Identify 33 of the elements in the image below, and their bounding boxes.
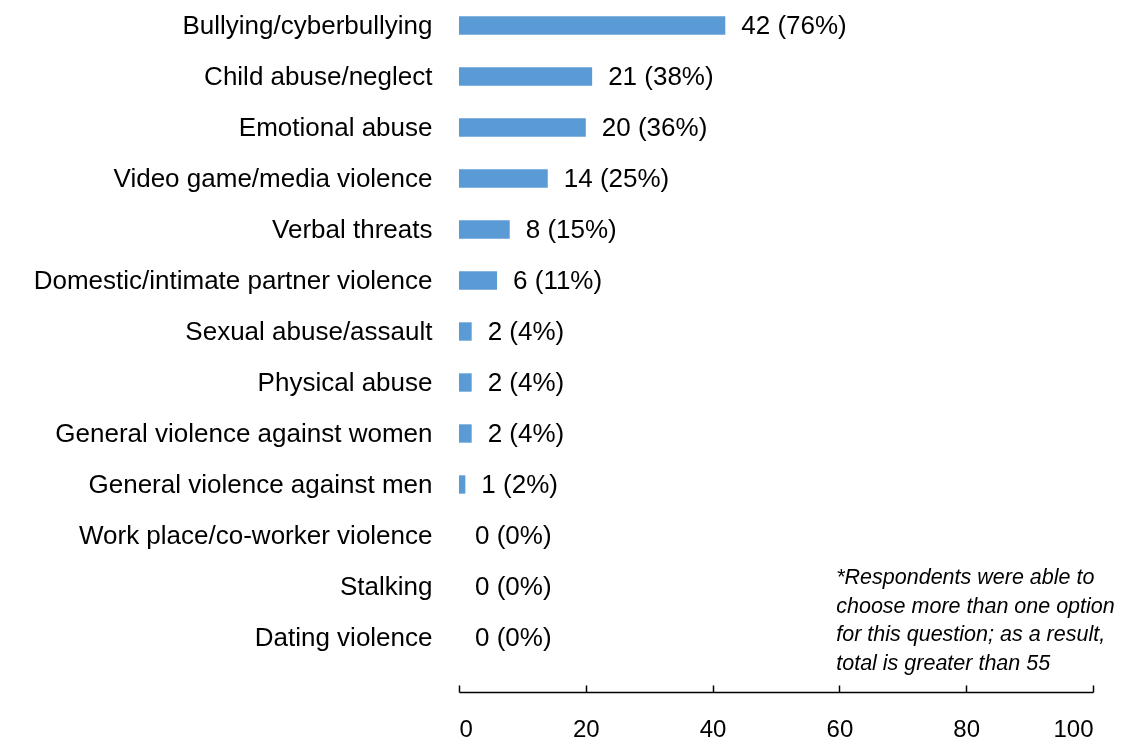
annotation: *Respondents were able to choose more than one option for this question; as a result, total is greater than 55 — [836, 565, 1115, 675]
data-label: 0 (0%) — [475, 570, 552, 601]
y-tick-label: Sexual abuse/assault — [185, 315, 434, 346]
data-label: 14 (25%) — [563, 162, 670, 193]
x-tick-label: 60 — [826, 714, 854, 741]
y-tick-label: Verbal threats — [272, 213, 433, 244]
y-tick-label: Emotional abuse — [238, 111, 433, 142]
data-label: 42 (76%) — [741, 9, 847, 40]
data-label: 2 (4%) — [487, 366, 565, 397]
data-label: 21 (38%) — [608, 60, 714, 91]
x-tick-label: 80 — [953, 714, 981, 741]
y-tick-label: Dating violence — [254, 621, 433, 652]
y-tick-label: Child abuse/neglect — [204, 60, 434, 91]
y-tick-label: General violence against men — [88, 468, 433, 499]
data-label: 1 (2%) — [481, 468, 558, 499]
y-tick-label: Video game/media violence — [113, 162, 433, 193]
data-label: 2 (4%) — [487, 315, 565, 346]
y-tick-label: Physical abuse — [257, 366, 433, 397]
data-label: 20 (36%) — [601, 111, 708, 142]
data-label: 2 (4%) — [487, 417, 565, 448]
y-tick-label: Bullying/cyberbullying — [182, 9, 433, 40]
data-label: 8 (15%) — [525, 213, 617, 244]
x-tick-label: 0 — [459, 714, 473, 741]
data-label: 0 (0%) — [475, 621, 552, 652]
y-tick-label: Domestic/intimate partner violence — [33, 264, 433, 295]
x-tick-label: 20 — [572, 714, 600, 741]
y-tick-label: General violence against women — [55, 417, 433, 448]
y-tick-label: Stalking — [340, 570, 433, 601]
data-label: 6 (11%) — [513, 264, 603, 295]
x-tick-label: 40 — [699, 714, 727, 741]
x-tick-label: 100 — [1053, 714, 1094, 741]
data-label: 0 (0%) — [475, 519, 552, 550]
y-tick-label: Work place/co-worker violence — [78, 519, 433, 550]
